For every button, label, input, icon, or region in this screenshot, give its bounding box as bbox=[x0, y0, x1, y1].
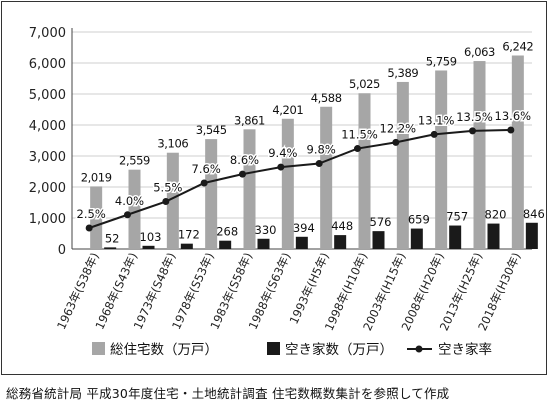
bar-total-housing bbox=[281, 118, 294, 249]
legend-label-vacant: 空き家数（万戸） bbox=[285, 341, 393, 358]
bar-total-label: 3,861 bbox=[234, 113, 265, 127]
point-vacancy-rate bbox=[162, 198, 170, 206]
line-vacancy-rate bbox=[88, 129, 511, 229]
bar-total-label: 4,201 bbox=[272, 103, 303, 117]
y-tick-label: 1,000 bbox=[29, 212, 66, 227]
bar-vacant-label: 757 bbox=[446, 210, 468, 224]
point-vacancy-rate bbox=[277, 163, 285, 171]
bar-vacant-houses bbox=[449, 225, 462, 249]
bar-total-label: 5,759 bbox=[426, 54, 457, 68]
bar-total-housing bbox=[90, 186, 103, 249]
bar-vacant-houses bbox=[334, 235, 347, 249]
bar-total-housing bbox=[205, 139, 218, 249]
rate-label: 9.4% bbox=[268, 146, 297, 160]
bar-total-housing bbox=[511, 55, 524, 249]
bar-vacant-houses bbox=[257, 238, 270, 249]
point-vacancy-rate bbox=[200, 179, 208, 187]
y-tick-label: 2,000 bbox=[29, 181, 66, 196]
rate-label: 13.5% bbox=[456, 110, 493, 124]
bar-total-housing bbox=[435, 70, 448, 249]
rate-label: 7.6% bbox=[192, 162, 221, 176]
bar-vacant-houses bbox=[142, 245, 155, 249]
bar-vacant-houses bbox=[410, 228, 423, 249]
bar-vacant-label: 576 bbox=[370, 215, 392, 229]
bar-total-housing bbox=[166, 152, 179, 249]
y-tick-label: 4,000 bbox=[29, 119, 66, 134]
bar-vacant-label: 268 bbox=[216, 225, 238, 239]
bar-total-housing bbox=[358, 93, 371, 249]
point-vacancy-rate bbox=[124, 211, 131, 219]
bar-total-label: 4,588 bbox=[311, 91, 342, 105]
bar-vacant-label: 172 bbox=[178, 228, 200, 242]
bar-vacant-label: 330 bbox=[255, 223, 277, 237]
y-tick-label: 7,000 bbox=[29, 26, 66, 41]
rate-label: 12.2% bbox=[380, 121, 417, 135]
bar-vacant-houses bbox=[104, 247, 117, 249]
bar-total-label: 3,545 bbox=[196, 123, 227, 137]
point-vacancy-rate bbox=[85, 224, 93, 232]
bar-vacant-label: 659 bbox=[408, 213, 430, 227]
bar-vacant-houses bbox=[219, 240, 232, 249]
rate-label: 13.6% bbox=[495, 109, 532, 123]
bar-vacant-label: 448 bbox=[331, 219, 353, 233]
rate-label: 8.6% bbox=[230, 153, 259, 167]
point-vacancy-rate bbox=[507, 126, 515, 134]
legend-label-total: 総住宅数（万戸） bbox=[110, 342, 218, 358]
bar-total-label: 5,389 bbox=[387, 66, 418, 80]
x-tick-label: 1993年(H5年) bbox=[287, 250, 332, 326]
legend-label-rate: 空き家率 bbox=[438, 341, 492, 358]
bar-total-label: 2,559 bbox=[119, 154, 150, 168]
bar-vacant-label: 52 bbox=[105, 231, 120, 245]
legend-marker-rate bbox=[415, 345, 423, 353]
bar-total-label: 2,019 bbox=[81, 170, 112, 184]
rate-label: 5.5% bbox=[153, 181, 182, 195]
point-vacancy-rate bbox=[469, 127, 476, 135]
rate-label: 2.5% bbox=[77, 207, 106, 221]
legend-swatch-vacant bbox=[267, 342, 280, 355]
rate-label: 9.8% bbox=[307, 143, 336, 157]
bar-total-label: 5,025 bbox=[349, 77, 380, 91]
x-tick-label: 2018年(H30年) bbox=[475, 250, 523, 333]
bar-vacant-houses bbox=[487, 223, 500, 249]
y-tick-label: 6,000 bbox=[29, 57, 66, 72]
bar-vacant-houses bbox=[295, 236, 308, 249]
point-vacancy-rate bbox=[354, 145, 361, 153]
rate-label: 11.5% bbox=[341, 128, 378, 142]
y-tick-label: 5,000 bbox=[29, 88, 66, 103]
bar-total-housing bbox=[473, 61, 486, 250]
bar-total-housing bbox=[243, 129, 256, 249]
y-tick-label: 3,000 bbox=[29, 150, 66, 165]
bar-vacant-houses bbox=[372, 231, 385, 249]
bar-vacant-label: 846 bbox=[523, 207, 545, 221]
source-note: 総務省統計局 平成30年度住宅・土地統計調査 住宅数概数集計を参照して作成 bbox=[6, 386, 450, 401]
housing-chart: 0 1,000 2,000 3,000 4,000 5,000 6,000 7,000 2,01… bbox=[29, 26, 545, 358]
legend-swatch-total bbox=[92, 342, 105, 355]
bar-total-label: 3,106 bbox=[157, 137, 188, 151]
bar-vacant-label: 394 bbox=[293, 221, 315, 235]
bar-vacant-label: 820 bbox=[485, 208, 507, 222]
bar-total-label: 6,063 bbox=[464, 45, 495, 59]
y-tick-label: 0 bbox=[58, 243, 66, 258]
bar-total-label: 6,242 bbox=[502, 39, 533, 53]
bar-total-housing bbox=[128, 169, 141, 249]
bar-total-housing bbox=[396, 81, 409, 249]
point-vacancy-rate bbox=[239, 170, 246, 178]
bar-vacant-houses bbox=[180, 243, 193, 249]
bar-vacant-label: 103 bbox=[140, 230, 162, 244]
bar-total-housing bbox=[320, 106, 333, 249]
point-vacancy-rate bbox=[392, 138, 400, 146]
bar-vacant-houses bbox=[525, 222, 538, 249]
rate-label: 4.0% bbox=[115, 194, 144, 208]
point-vacancy-rate bbox=[430, 130, 438, 138]
rate-label: 13.1% bbox=[418, 113, 455, 127]
chart-frame: 0 1,000 2,000 3,000 4,000 5,000 6,000 7,000 2,01… bbox=[1, 1, 547, 375]
point-vacancy-rate bbox=[315, 160, 323, 168]
